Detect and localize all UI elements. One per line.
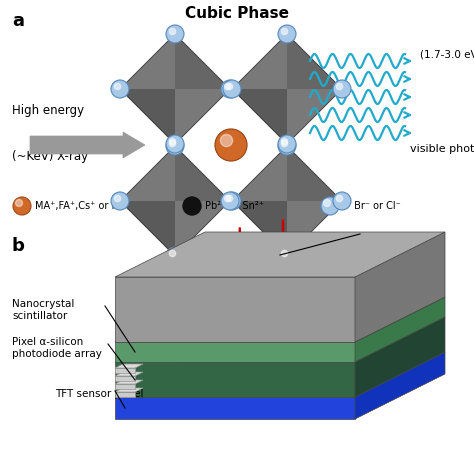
Circle shape (282, 28, 288, 35)
Polygon shape (355, 297, 445, 362)
Polygon shape (115, 232, 445, 277)
Polygon shape (115, 384, 135, 389)
Circle shape (221, 192, 239, 210)
Circle shape (16, 200, 22, 207)
Polygon shape (115, 388, 143, 392)
Circle shape (114, 83, 120, 90)
Circle shape (166, 137, 184, 155)
Polygon shape (115, 297, 445, 342)
Polygon shape (232, 34, 342, 144)
Circle shape (224, 83, 231, 90)
Circle shape (337, 195, 343, 201)
Text: b: b (12, 237, 25, 255)
Polygon shape (120, 89, 175, 144)
Circle shape (333, 80, 351, 98)
Text: High energy: High energy (12, 104, 84, 117)
Circle shape (111, 80, 129, 98)
Circle shape (221, 80, 239, 98)
Polygon shape (232, 89, 287, 144)
Circle shape (282, 138, 288, 145)
Polygon shape (115, 317, 445, 362)
Polygon shape (175, 146, 230, 201)
Circle shape (169, 250, 176, 256)
Circle shape (226, 195, 233, 201)
Polygon shape (115, 352, 445, 397)
Circle shape (223, 192, 241, 210)
Circle shape (282, 140, 288, 146)
Polygon shape (115, 392, 135, 397)
Text: MA⁺,FA⁺,Cs⁺ or Rb⁺: MA⁺,FA⁺,Cs⁺ or Rb⁺ (35, 201, 130, 211)
Circle shape (321, 197, 339, 215)
Polygon shape (355, 232, 445, 342)
Polygon shape (287, 146, 342, 201)
Polygon shape (115, 362, 355, 397)
Text: Protective Al foil or polymer: Protective Al foil or polymer (237, 234, 383, 244)
Circle shape (166, 247, 184, 265)
Text: TFT sensor panel: TFT sensor panel (55, 389, 144, 399)
Circle shape (333, 192, 351, 210)
Polygon shape (115, 277, 355, 342)
Text: Pixel α-silicon
photodiode array: Pixel α-silicon photodiode array (12, 337, 102, 359)
Circle shape (278, 25, 296, 43)
Polygon shape (115, 368, 135, 373)
Circle shape (278, 135, 296, 153)
Polygon shape (355, 317, 445, 397)
Circle shape (183, 197, 201, 215)
Text: Pb²⁺ or Sn²⁺: Pb²⁺ or Sn²⁺ (205, 201, 264, 211)
Text: I⁻ Br⁻ or Cl⁻: I⁻ Br⁻ or Cl⁻ (343, 201, 401, 211)
Circle shape (215, 129, 247, 161)
Polygon shape (115, 376, 135, 381)
Polygon shape (232, 146, 342, 256)
Text: a: a (12, 12, 24, 30)
Text: Cubic Phase: Cubic Phase (185, 6, 289, 21)
Polygon shape (115, 397, 355, 419)
Circle shape (223, 80, 241, 98)
Circle shape (166, 25, 184, 43)
Circle shape (166, 135, 184, 153)
Polygon shape (120, 201, 175, 256)
Polygon shape (115, 380, 143, 384)
Polygon shape (175, 34, 230, 89)
Circle shape (220, 135, 233, 146)
Text: (1.7-3.0 eV): (1.7-3.0 eV) (420, 49, 474, 59)
Polygon shape (120, 34, 230, 144)
Polygon shape (355, 352, 445, 419)
Circle shape (224, 195, 231, 201)
Polygon shape (287, 34, 342, 89)
Circle shape (282, 250, 288, 256)
Circle shape (337, 83, 343, 90)
Text: X-ray photon: X-ray photon (310, 259, 381, 269)
FancyArrow shape (30, 132, 145, 158)
Text: (~KeV) X-ray: (~KeV) X-ray (12, 150, 88, 163)
Text: visible photons: visible photons (410, 144, 474, 154)
Polygon shape (115, 364, 143, 368)
Circle shape (323, 200, 330, 207)
Circle shape (169, 138, 176, 145)
Polygon shape (120, 146, 230, 256)
Circle shape (278, 137, 296, 155)
Text: Nanocrystal
scintillator: Nanocrystal scintillator (12, 299, 74, 320)
Polygon shape (115, 342, 355, 362)
Polygon shape (115, 372, 143, 376)
Circle shape (111, 192, 129, 210)
Circle shape (169, 28, 176, 35)
Circle shape (278, 247, 296, 265)
Circle shape (169, 140, 176, 146)
Circle shape (13, 197, 31, 215)
Circle shape (114, 195, 120, 201)
Circle shape (226, 83, 233, 90)
Polygon shape (232, 201, 287, 256)
